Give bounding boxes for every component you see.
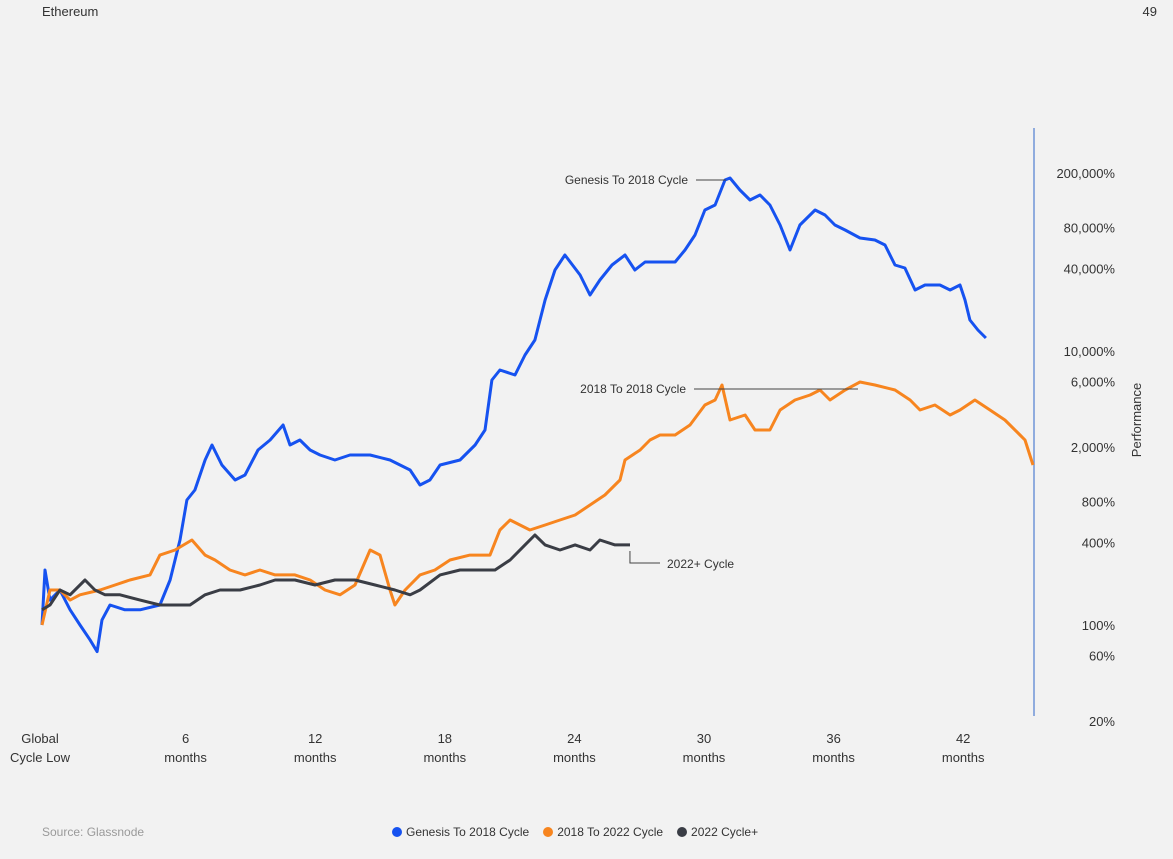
y-tick-label: 800% xyxy=(1082,494,1116,509)
y-tick-label: 400% xyxy=(1082,536,1116,551)
x-tick-label: Cycle Low xyxy=(10,750,71,765)
y-tick-label: 6,000% xyxy=(1071,374,1116,389)
x-tick-label: 24 xyxy=(567,731,581,746)
annotation-label: 2018 To 2018 Cycle xyxy=(580,382,686,396)
legend: Genesis To 2018 Cycle 2018 To 2022 Cycle… xyxy=(392,825,758,839)
x-tick-label: months xyxy=(294,750,337,765)
x-tick-label: 12 xyxy=(308,731,322,746)
x-tick-label: months xyxy=(423,750,466,765)
legend-swatch xyxy=(543,827,554,837)
x-tick-label: 30 xyxy=(697,731,711,746)
x-tick-label: months xyxy=(683,750,726,765)
x-tick-label: months xyxy=(164,750,207,765)
x-tick-label: 6 xyxy=(182,731,189,746)
legend-label: Genesis To 2018 Cycle xyxy=(406,825,530,839)
x-tick-label: 36 xyxy=(826,731,840,746)
legend-item: Genesis To 2018 Cycle xyxy=(392,825,529,839)
annotation-label: Genesis To 2018 Cycle xyxy=(565,173,689,187)
y-tick-label: 40,000% xyxy=(1064,262,1116,277)
y-tick-label: 10,000% xyxy=(1064,344,1116,359)
series-line xyxy=(41,533,630,612)
legend-swatch xyxy=(392,827,402,837)
legend-item: 2022 Cycle+ xyxy=(677,825,758,839)
y-tick-label: 80,000% xyxy=(1064,220,1116,235)
x-tick-label: 18 xyxy=(438,731,452,746)
page-title: Ethereum xyxy=(42,4,99,19)
legend-swatch xyxy=(677,827,688,837)
series-line xyxy=(40,176,987,654)
x-tick-label: months xyxy=(942,750,985,765)
x-tick-label: 42 xyxy=(956,731,970,746)
y-tick-label: 200,000% xyxy=(1056,166,1115,181)
x-tick-label: months xyxy=(553,750,596,765)
annotation-label: 2022+ Cycle xyxy=(667,557,734,571)
y-tick-label: 2,000% xyxy=(1071,440,1116,455)
legend-label: 2018 To 2022 Cycle xyxy=(557,825,664,839)
legend-item: 2018 To 2022 Cycle xyxy=(543,825,663,839)
page-number: 49 xyxy=(1142,4,1157,19)
y-tick-label: 60% xyxy=(1089,648,1115,663)
x-tick-label: Global xyxy=(21,731,59,746)
annotation-leader xyxy=(629,550,660,564)
y-tick-label: 100% xyxy=(1082,618,1116,633)
series-line xyxy=(40,380,1035,626)
y-axis-label: Performance xyxy=(1129,383,1144,457)
y-tick-label: 20% xyxy=(1089,714,1115,729)
x-tick-label: months xyxy=(812,750,855,765)
legend-label: 2022 Cycle+ xyxy=(691,825,759,839)
source-note: Source: Glassnode xyxy=(42,825,145,839)
